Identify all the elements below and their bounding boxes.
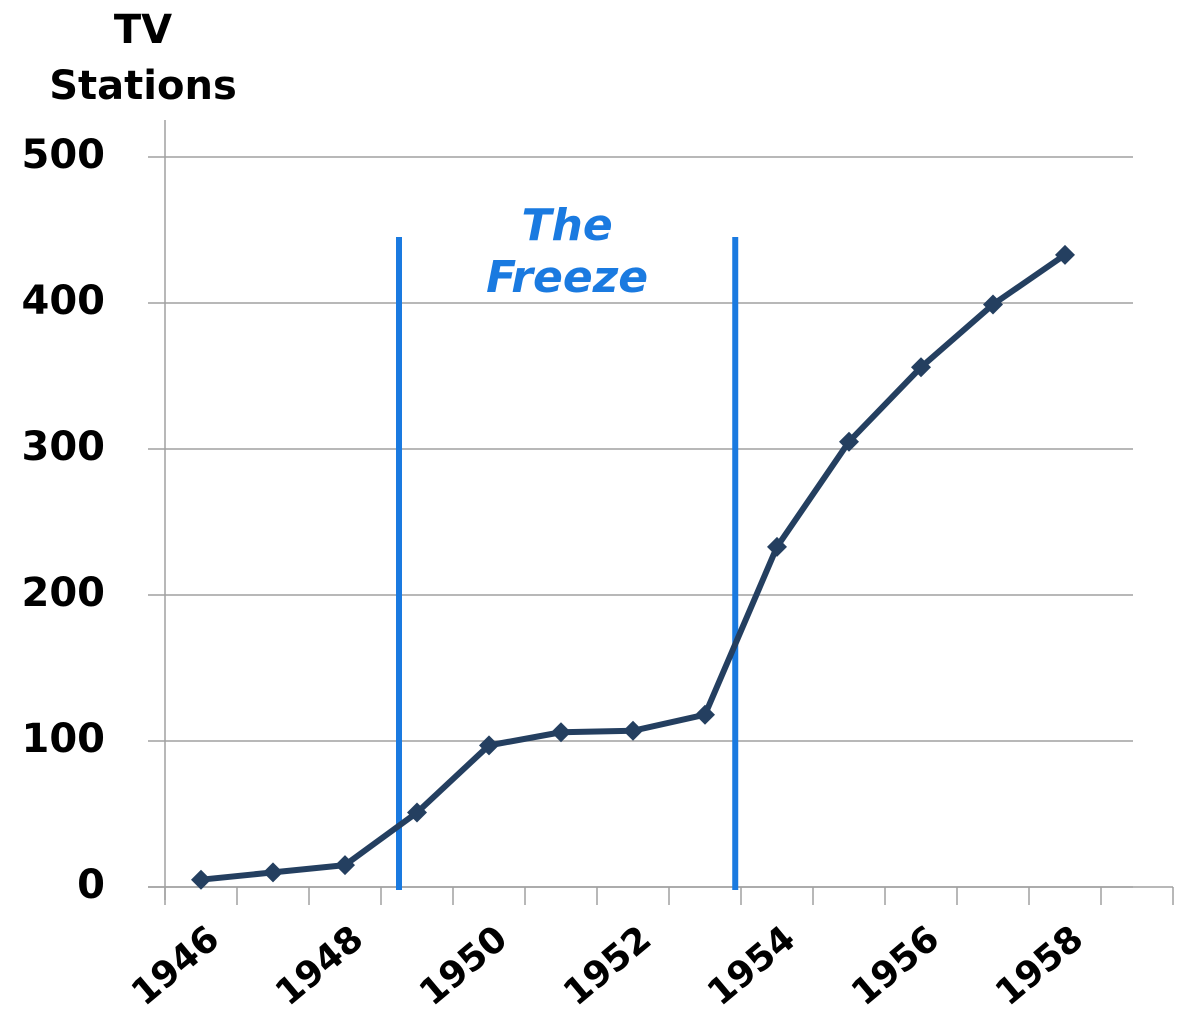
marker: [191, 869, 211, 890]
marker: [623, 720, 643, 741]
series-line: [200, 252, 1067, 883]
y-tick-label: 300: [22, 424, 106, 470]
marker: [479, 735, 499, 756]
marker: [335, 855, 355, 876]
x-tick-label: 1946: [124, 918, 227, 1014]
marker: [695, 704, 715, 725]
y-tick-label: 0: [77, 862, 105, 908]
marker: [407, 802, 427, 823]
annotation: The: [522, 200, 613, 251]
marker: [551, 722, 571, 743]
x-tick-label: 1958: [988, 918, 1091, 1014]
y-tick-label: 500: [22, 132, 106, 178]
y-tick-label: 100: [22, 716, 106, 762]
marker: [1055, 244, 1075, 265]
y-axis-label: Stations: [49, 63, 237, 109]
marker: [983, 294, 1003, 315]
x-tick-label: 1952: [556, 918, 659, 1014]
y-tick-label: 400: [22, 278, 106, 324]
x-tick-label: 1954: [700, 918, 803, 1014]
x-tick-label: 1950: [412, 918, 515, 1014]
marker: [263, 862, 283, 883]
marker: [767, 536, 787, 557]
marker: [911, 357, 931, 378]
marker: [839, 431, 859, 452]
y-tick-label: 200: [22, 570, 106, 616]
x-tick-label: 1956: [844, 918, 947, 1014]
annotation: Freeze: [486, 252, 648, 303]
x-tick-label: 1948: [268, 918, 371, 1014]
y-axis-label: TV: [114, 7, 172, 53]
